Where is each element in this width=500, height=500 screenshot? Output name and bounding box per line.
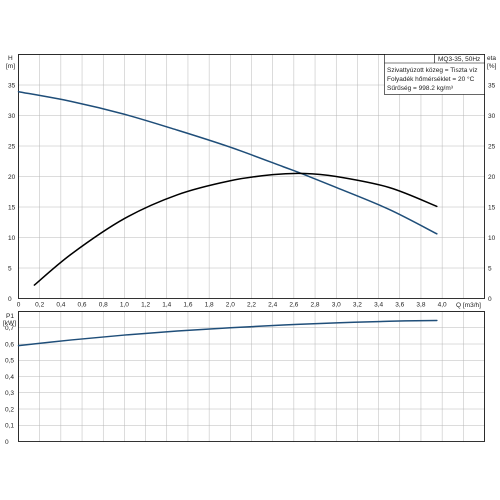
x-tick-label: 2,6 (289, 302, 298, 309)
x-tick-label: 4,0 (438, 302, 447, 309)
h-tick-label: 10 (8, 235, 16, 242)
x-tick-label: 3,0 (332, 302, 341, 309)
x-tick-label: 0,6 (78, 302, 87, 309)
x-tick-label: 0,8 (99, 302, 108, 309)
eta-tick-label: 5 (488, 265, 492, 272)
bottom-series (17, 319, 438, 347)
eta-tick-label: 0 (488, 296, 492, 303)
legend-line-temperature: Folyadék hőmérséklet = 20 °C (387, 75, 475, 83)
p1-tick-label: 0,1 (5, 423, 14, 430)
top-plot-frame (18, 54, 485, 299)
legend-line-medium: Szivattyúzott közeg = Tiszta víz (387, 67, 478, 74)
top-series (17, 90, 438, 286)
p1-tick-label: 0,7 (5, 325, 14, 332)
p1-axis-unit: [kW] (3, 320, 16, 327)
top-x-ticks: 0 0,2 0,4 0,6 0,8 1,0 1,2 1,4 1,6 1,8 2,0 2,2 2,4 2,6… (17, 302, 447, 309)
h-tick-label: 0 (8, 296, 12, 303)
eta-tick-label: 25 (488, 143, 496, 150)
x-tick-label: 1,0 (120, 302, 129, 309)
h-tick-label: 25 (8, 143, 16, 150)
legend-line-density: Sűrűség = 998.2 kg/m³ (387, 85, 454, 92)
h-tick-label: 35 (8, 82, 16, 89)
eta-tick-label: 35 (488, 82, 496, 89)
top-plot: 0 0,2 0,4 0,6 0,8 1,0 1,2 1,4 1,6 1,8 2,0 2,2 2,4 2,6… (6, 54, 497, 309)
x-tick-label: 3,2 (353, 302, 362, 309)
p1-tick-label: 0,2 (5, 406, 14, 413)
legend-model: MQ3-35, 50Hz (438, 56, 480, 63)
x-tick-label: 1,8 (205, 302, 214, 309)
bottom-grid (18, 311, 485, 442)
h-axis-unit: [m] (6, 63, 15, 70)
top-y-ticks-left: 0 5 10 15 20 25 30 35 (8, 82, 16, 302)
x-tick-label: 3,4 (374, 302, 383, 309)
h-tick-label: 30 (8, 113, 16, 120)
bottom-y-ticks: 0 0,1 0,2 0,3 0,4 0,5 0,6 0,7 (5, 325, 14, 446)
x-tick-label: 2,8 (311, 302, 320, 309)
head-curve (17, 90, 438, 235)
h-tick-label: 20 (8, 174, 16, 181)
top-y-ticks-right: 0 5 10 15 20 25 30 35 (488, 82, 496, 302)
p1-tick-label: 0,4 (5, 374, 14, 381)
eta-tick-label: 15 (488, 204, 496, 211)
eta-tick-label: 20 (488, 174, 496, 181)
p1-tick-label: 0,5 (5, 358, 14, 365)
p1-tick-label: 0,3 (5, 390, 14, 397)
eta-axis-label: eta (487, 55, 496, 62)
h-axis-label: H (8, 55, 13, 62)
x-tick-label: 0,4 (56, 302, 65, 309)
h-tick-label: 15 (8, 204, 16, 211)
x-tick-label: 2,0 (226, 302, 235, 309)
eta-tick-label: 30 (488, 113, 496, 120)
p1-tick-label: 0 (5, 439, 9, 446)
bottom-plot-frame (18, 311, 485, 442)
x-tick-label: 0 (17, 302, 21, 309)
eta-axis-unit: [%] (487, 63, 497, 70)
h-tick-label: 5 (8, 265, 12, 272)
q-axis-label: Q [m3/h] (456, 302, 481, 309)
eta-tick-label: 10 (488, 235, 496, 242)
x-tick-label: 1,4 (162, 302, 171, 309)
p1-axis-label: P1 (6, 313, 14, 320)
eta-curve (33, 172, 438, 286)
x-tick-label: 0,2 (35, 302, 44, 309)
legend-box: MQ3-35, 50Hz Szivattyúzott közeg = Tiszt… (384, 54, 485, 95)
x-tick-label: 2,2 (247, 302, 256, 309)
x-tick-label: 3,8 (416, 302, 425, 309)
x-tick-label: 1,6 (183, 302, 192, 309)
p1-tick-label: 0,6 (5, 341, 14, 348)
x-tick-label: 2,4 (268, 302, 277, 309)
power-curve (17, 319, 438, 347)
bottom-plot: 0 0,1 0,2 0,3 0,4 0,5 0,6 0,7 P1 [kW] (3, 311, 485, 446)
x-tick-label: 3,6 (395, 302, 404, 309)
x-tick-label: 1,2 (141, 302, 150, 309)
